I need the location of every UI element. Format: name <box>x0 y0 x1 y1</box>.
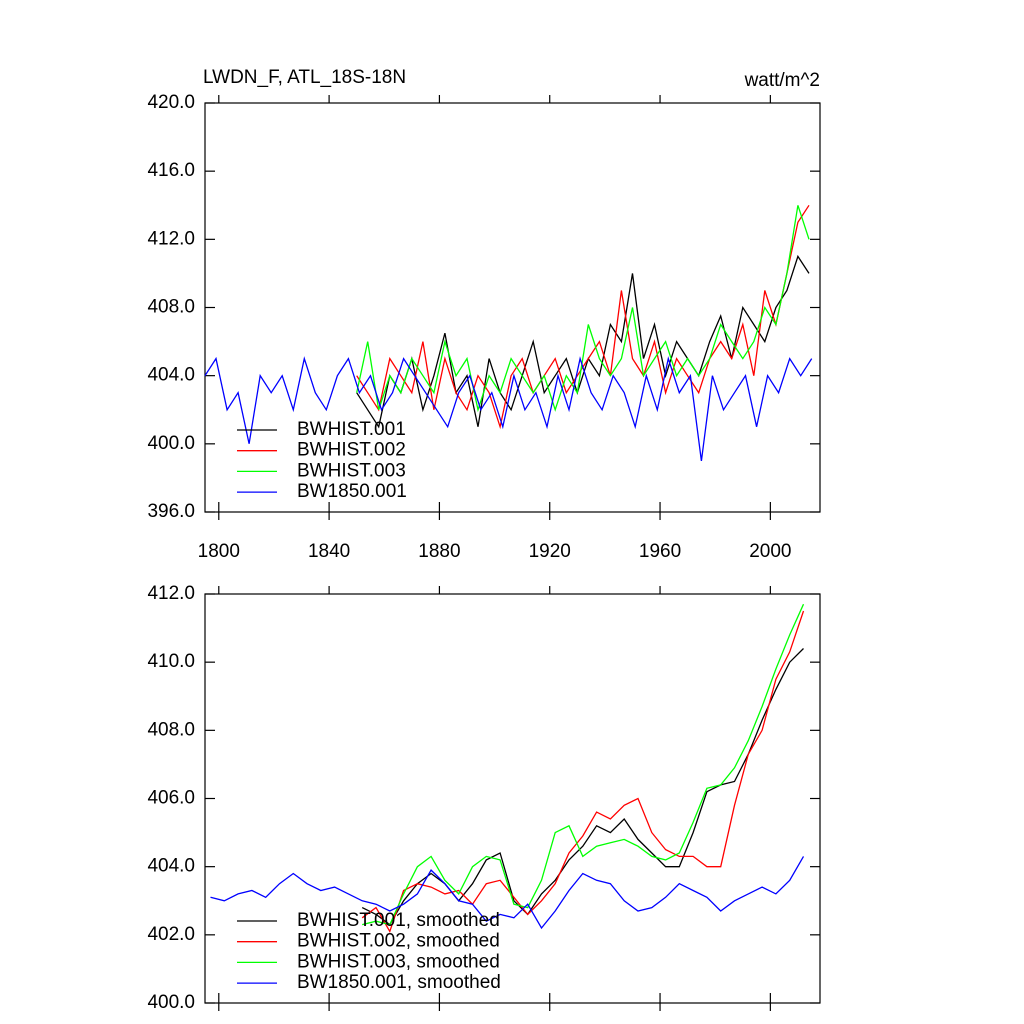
y-tick-label: 406.0 <box>147 788 195 809</box>
x-tick-label: 1880 <box>418 541 460 562</box>
y-tick-label: 408.0 <box>147 297 195 318</box>
x-tick-label: 1920 <box>529 541 571 562</box>
legend-label: BWHIST.003, smoothed <box>297 951 500 972</box>
y-tick-label: 400.0 <box>147 992 195 1013</box>
legend-label: BWHIST.002 <box>297 440 406 461</box>
y-tick-label: 396.0 <box>147 501 195 522</box>
data-line <box>356 254 810 429</box>
x-tick-label: 1960 <box>639 541 681 562</box>
legend-label: BWHIST.003 <box>297 460 406 481</box>
data-line <box>362 603 805 926</box>
y-tick-label: 402.0 <box>147 924 195 945</box>
x-tick-label: 2000 <box>749 541 791 562</box>
x-tick-label: 1840 <box>308 541 350 562</box>
y-tick-label: 400.0 <box>147 433 195 454</box>
y-tick-label: 404.0 <box>147 365 195 386</box>
y-tick-label: 412.0 <box>147 228 195 249</box>
y-tick-label: 404.0 <box>147 856 195 877</box>
x-tick-label: 1800 <box>198 541 240 562</box>
chart-title: LWDN_F, ATL_18S-18N <box>203 67 406 88</box>
data-line <box>361 648 804 926</box>
data-line <box>204 356 813 461</box>
data-line <box>356 205 810 413</box>
legend-label: BW1850.001 <box>297 481 407 502</box>
units-label: watt/m^2 <box>744 70 820 91</box>
y-tick-label: 410.0 <box>147 651 195 672</box>
y-tick-label: 408.0 <box>147 719 195 740</box>
data-line <box>210 856 805 930</box>
legend-label: BWHIST.001, smoothed <box>297 910 500 931</box>
y-tick-label: 420.0 <box>147 92 195 113</box>
legend-label: BWHIST.002, smoothed <box>297 931 500 952</box>
data-line <box>361 610 805 933</box>
y-tick-label: 412.0 <box>147 583 195 604</box>
legend-label: BWHIST.001 <box>297 419 406 440</box>
legend-label: BW1850.001, smoothed <box>297 972 501 993</box>
y-tick-label: 416.0 <box>147 160 195 181</box>
